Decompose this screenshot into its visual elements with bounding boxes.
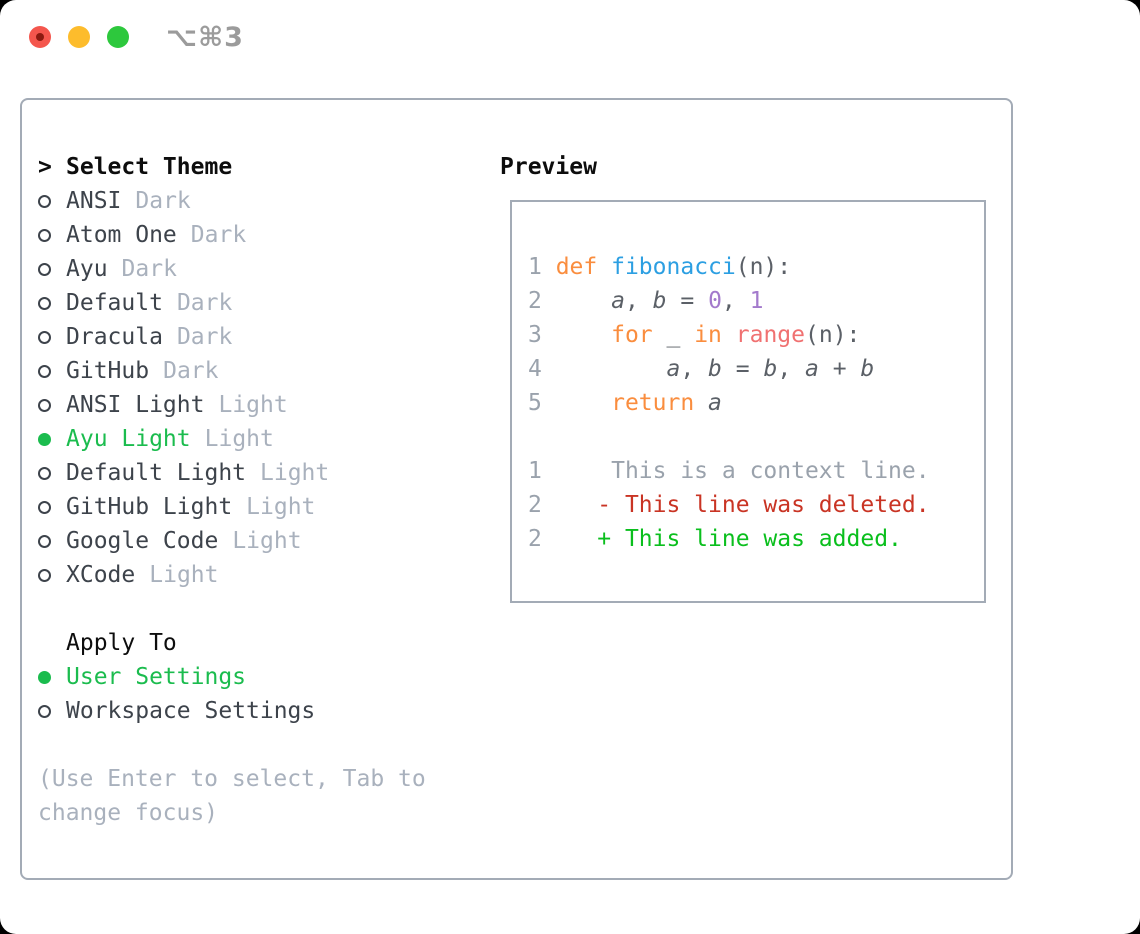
preview-line: 5 return a bbox=[528, 390, 722, 416]
keyboard-shortcut-label: ⌥⌘3 bbox=[166, 22, 244, 53]
preview-line: 1 def fibonacci(n): bbox=[528, 254, 792, 280]
hint-text: change focus) bbox=[38, 800, 219, 826]
radio-icon bbox=[38, 568, 66, 582]
theme-name: Dracula bbox=[66, 324, 163, 350]
close-button[interactable] bbox=[29, 26, 51, 48]
radio-icon bbox=[38, 704, 66, 718]
theme-variant: Dark bbox=[190, 222, 247, 248]
radio-icon bbox=[38, 398, 66, 412]
preview-line: 4 a, b = b, a + b bbox=[528, 356, 875, 382]
theme-name: Default Light bbox=[66, 460, 247, 486]
apply-to-label: Workspace Settings bbox=[66, 698, 316, 724]
theme-option[interactable]: Default Dark bbox=[38, 286, 329, 320]
theme-name: ANSI Light bbox=[66, 392, 205, 418]
radio-icon bbox=[38, 330, 66, 344]
theme-option[interactable]: Atom One Dark bbox=[38, 218, 329, 252]
theme-name: GitHub Light bbox=[66, 494, 233, 520]
preview-line: 2 + This line was added. bbox=[528, 526, 902, 552]
theme-option[interactable]: XCode Light bbox=[38, 558, 329, 592]
focus-caret-icon: > bbox=[38, 154, 52, 180]
radio-icon bbox=[38, 228, 66, 242]
minimize-button[interactable] bbox=[68, 26, 90, 48]
theme-variant: Dark bbox=[176, 290, 233, 316]
theme-selector-panel: > Select Theme ANSI Dark Atom One Dark Ayu Da… bbox=[20, 98, 1013, 880]
theme-option[interactable]: ANSI Dark bbox=[38, 184, 329, 218]
hint-text: (Use Enter to select, Tab to bbox=[38, 766, 426, 792]
preview-header-row: Preview bbox=[500, 150, 597, 184]
theme-variant: Dark bbox=[163, 358, 219, 384]
radio-icon bbox=[38, 534, 66, 548]
radio-selected-icon bbox=[38, 670, 66, 684]
radio-selected-icon bbox=[38, 432, 66, 446]
radio-icon bbox=[38, 296, 66, 310]
theme-variant: Dark bbox=[121, 256, 177, 282]
theme-name: Atom One bbox=[66, 222, 177, 248]
theme-variant: Light bbox=[204, 426, 274, 452]
apply-to-option[interactable]: Workspace Settings bbox=[38, 694, 315, 728]
theme-option[interactable]: GitHub Light Light bbox=[38, 490, 329, 524]
theme-name: XCode bbox=[66, 562, 136, 588]
preview-pane: 1 def fibonacci(n): 2 a, b = 0, 1 3 for _ … bbox=[510, 200, 986, 603]
theme-variant: Dark bbox=[176, 324, 233, 350]
radio-icon bbox=[38, 500, 66, 514]
theme-option[interactable]: Dracula Dark bbox=[38, 320, 329, 354]
radio-icon bbox=[38, 194, 66, 208]
preview-line: 2 a, b = 0, 1 bbox=[528, 288, 764, 314]
theme-variant: Light bbox=[218, 392, 288, 418]
theme-variant: Light bbox=[246, 494, 316, 520]
apply-to-option[interactable]: User Settings bbox=[38, 660, 315, 694]
theme-option[interactable]: Ayu Light Light bbox=[38, 422, 329, 456]
apply-to-label: User Settings bbox=[66, 664, 247, 690]
preview-line: 3 for _ in range(n): bbox=[528, 322, 861, 348]
theme-option[interactable]: Ayu Dark bbox=[38, 252, 329, 286]
theme-variant: Light bbox=[260, 460, 330, 486]
keyboard-hint: (Use Enter to select, Tab to change focus… bbox=[38, 762, 426, 830]
theme-variant: Dark bbox=[135, 188, 191, 214]
radio-icon bbox=[38, 262, 66, 276]
apply-to-section: Apply To User Settings Workspace Settings bbox=[38, 626, 315, 728]
theme-option[interactable]: Default Light Light bbox=[38, 456, 329, 490]
preview-title: Preview bbox=[500, 154, 597, 180]
radio-icon bbox=[38, 364, 66, 378]
zoom-button[interactable] bbox=[107, 26, 129, 48]
apply-to-title: Apply To bbox=[66, 630, 177, 656]
preview-line: 1 This is a context line. bbox=[528, 458, 930, 484]
theme-option[interactable]: Google Code Light bbox=[38, 524, 329, 558]
preview-line bbox=[528, 420, 970, 454]
theme-variant: Light bbox=[149, 562, 219, 588]
theme-name: Google Code bbox=[66, 528, 219, 554]
theme-option[interactable]: ANSI Light Light bbox=[38, 388, 329, 422]
titlebar: ⌥⌘3 bbox=[0, 0, 1140, 74]
theme-variant: Light bbox=[232, 528, 302, 554]
apply-to-header-row: Apply To bbox=[38, 626, 315, 660]
theme-list: > Select Theme ANSI Dark Atom One Dark Ayu Da… bbox=[38, 150, 329, 592]
theme-name: Ayu bbox=[66, 256, 108, 282]
theme-list-header-row: > Select Theme bbox=[38, 150, 329, 184]
radio-icon bbox=[38, 466, 66, 480]
theme-option[interactable]: GitHub Dark bbox=[38, 354, 329, 388]
theme-name: ANSI bbox=[66, 188, 122, 214]
theme-name: GitHub bbox=[66, 358, 150, 384]
theme-name: Default bbox=[66, 290, 163, 316]
theme-name: Ayu Light bbox=[66, 426, 191, 452]
theme-list-title: Select Theme bbox=[66, 154, 233, 180]
preview-line: 2 - This line was deleted. bbox=[528, 492, 930, 518]
